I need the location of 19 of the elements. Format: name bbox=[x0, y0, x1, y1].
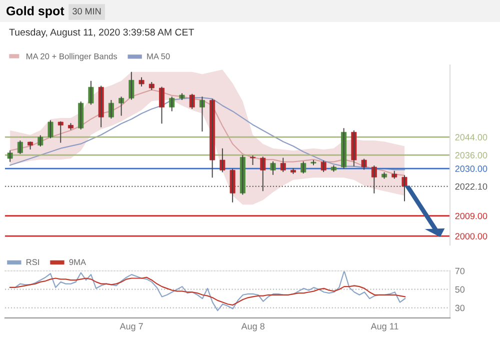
chart-subtitle: Tuesday, August 11, 2020 3:39:58 AM CET bbox=[9, 28, 194, 38]
y-tick-label: 2036.00 bbox=[455, 152, 488, 158]
y-tick-label: 2044.00 bbox=[455, 134, 488, 140]
y-tick-label: 2000.00 bbox=[455, 233, 488, 240]
legend-label: MA 20 + Bollinger Bands bbox=[26, 53, 118, 61]
text: 30 MIN bbox=[72, 8, 101, 14]
y-tick-label: 2022.10 bbox=[455, 183, 488, 190]
legend-label: MA 50 bbox=[147, 53, 170, 60]
legend-label: 9MA bbox=[69, 259, 86, 266]
y-tick-label: 70 bbox=[455, 268, 465, 274]
x-tick-label: Aug 11 bbox=[370, 323, 398, 332]
x-tick-label: Aug 7 bbox=[120, 323, 143, 332]
y-tick-label: 50 bbox=[455, 286, 465, 293]
y-tick-label: 2030.00 bbox=[455, 166, 488, 172]
legend-label: RSI bbox=[26, 259, 39, 266]
chart-title: Gold spot bbox=[6, 6, 64, 18]
x-tick-label: Aug 8 bbox=[241, 323, 264, 332]
y-tick-label: 2009.00 bbox=[455, 212, 488, 220]
y-tick-label: 30 bbox=[455, 304, 465, 312]
